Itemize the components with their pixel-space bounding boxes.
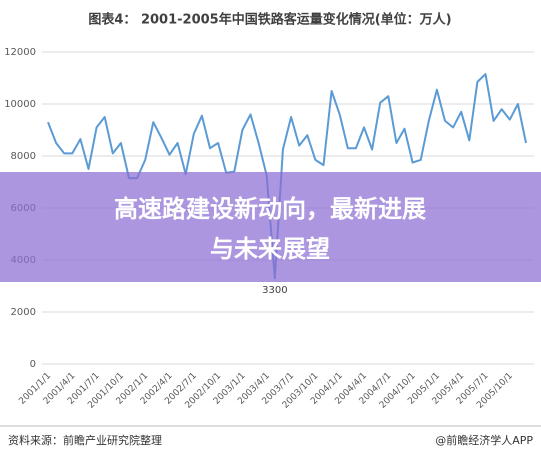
chart-title: 图表4： 2001-2005年中国铁路客运量变化情况(单位：万人): [88, 12, 451, 28]
annotation: 3300: [262, 285, 287, 296]
source: 资料来源：前瞻产业研究院整理: [8, 433, 162, 447]
y-tick-label: 0: [30, 359, 36, 370]
overlay-text: 高速路建设新动向，最新进展: [114, 195, 426, 223]
y-tick-label: 8000: [11, 151, 36, 162]
y-tick-label: 2000: [11, 307, 36, 318]
overlay-text: 与未来展望: [210, 235, 330, 263]
overlay-band: [0, 172, 541, 282]
y-tick-label: 10000: [4, 99, 36, 110]
y-tick-label: 12000: [4, 47, 36, 58]
brand: @前瞻经济学人APP: [435, 433, 533, 447]
